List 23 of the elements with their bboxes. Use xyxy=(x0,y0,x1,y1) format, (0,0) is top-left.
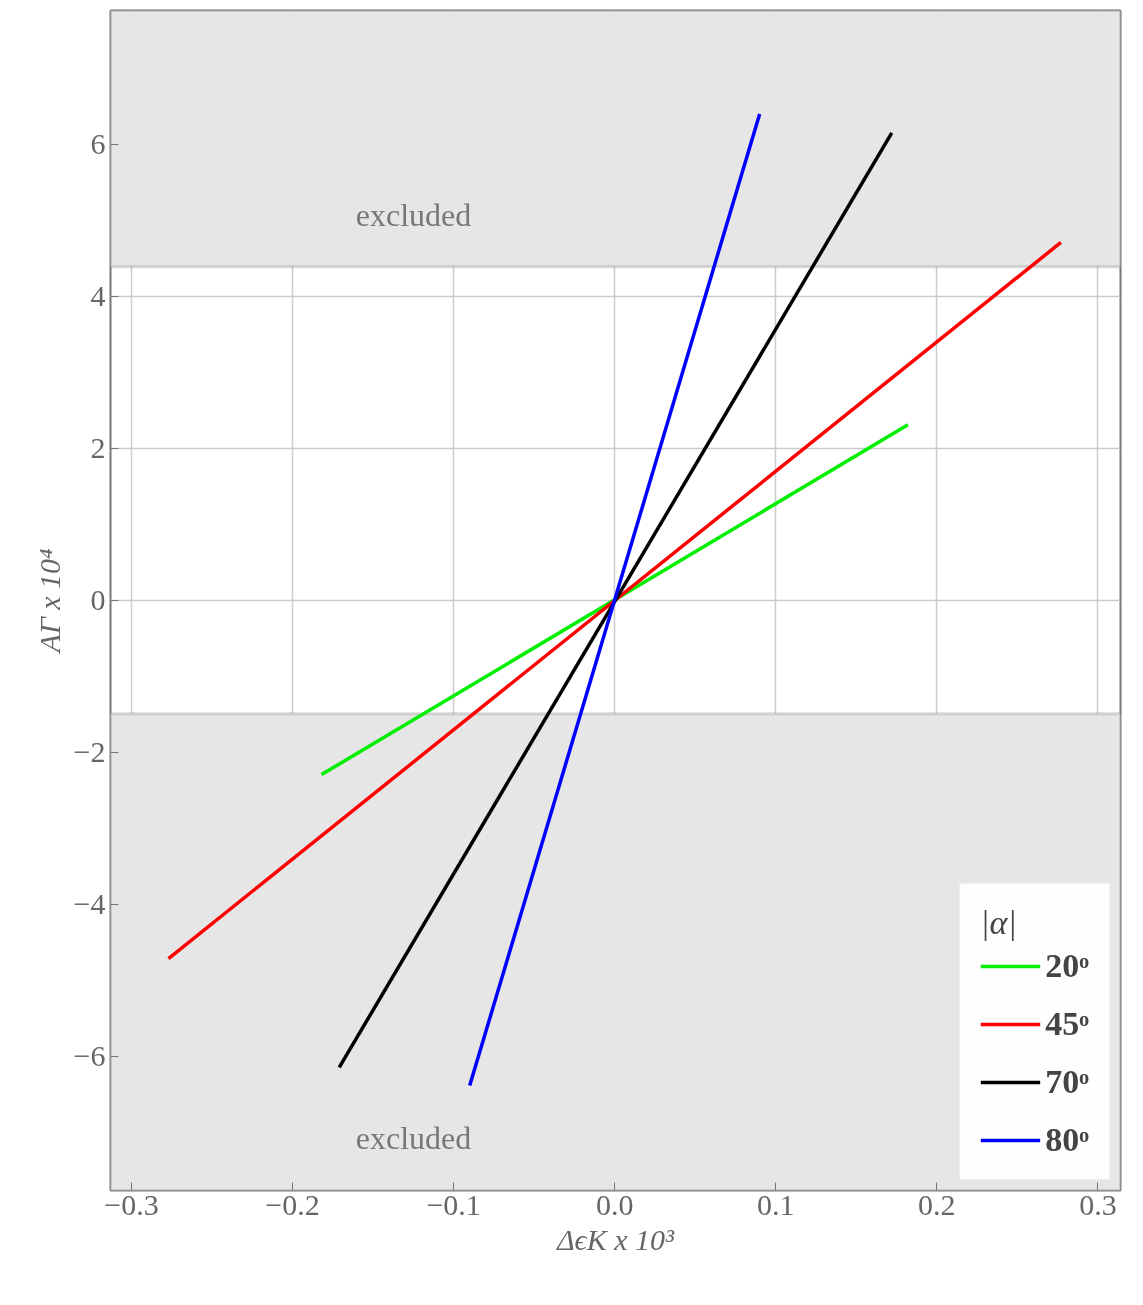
x-tick-label: 0.0 xyxy=(595,1187,634,1221)
y-tick-label: 6 xyxy=(90,126,106,160)
legend-label: 70ᵒ xyxy=(1045,1063,1089,1101)
y-tick-label: −2 xyxy=(73,735,106,769)
y-tick-label: −4 xyxy=(73,887,106,921)
x-tick-label: 0.1 xyxy=(757,1187,795,1221)
y-axis-title: AΓ x 10⁴ xyxy=(32,548,66,655)
band-label: excluded xyxy=(355,196,472,233)
band-label: excluded xyxy=(355,1120,472,1157)
y-tick-label: 4 xyxy=(90,278,106,312)
y-tick-label: −6 xyxy=(73,1039,106,1073)
x-axis-title: ΔϵK x 10³ xyxy=(555,1222,676,1256)
x-tick-label: −0.1 xyxy=(426,1187,481,1221)
x-tick-label: −0.3 xyxy=(104,1187,159,1221)
legend-label: 20ᵒ xyxy=(1045,947,1089,985)
legend-label: 80ᵒ xyxy=(1045,1121,1089,1159)
legend-title: |α| xyxy=(980,904,1018,942)
x-tick-label: 0.2 xyxy=(918,1187,956,1221)
x-tick-label: −0.2 xyxy=(265,1187,320,1221)
y-tick-label: 2 xyxy=(90,430,106,464)
y-tick-label: 0 xyxy=(90,583,106,616)
legend-label: 45ᵒ xyxy=(1045,1005,1089,1043)
x-tick-label: 0.3 xyxy=(1079,1187,1117,1221)
